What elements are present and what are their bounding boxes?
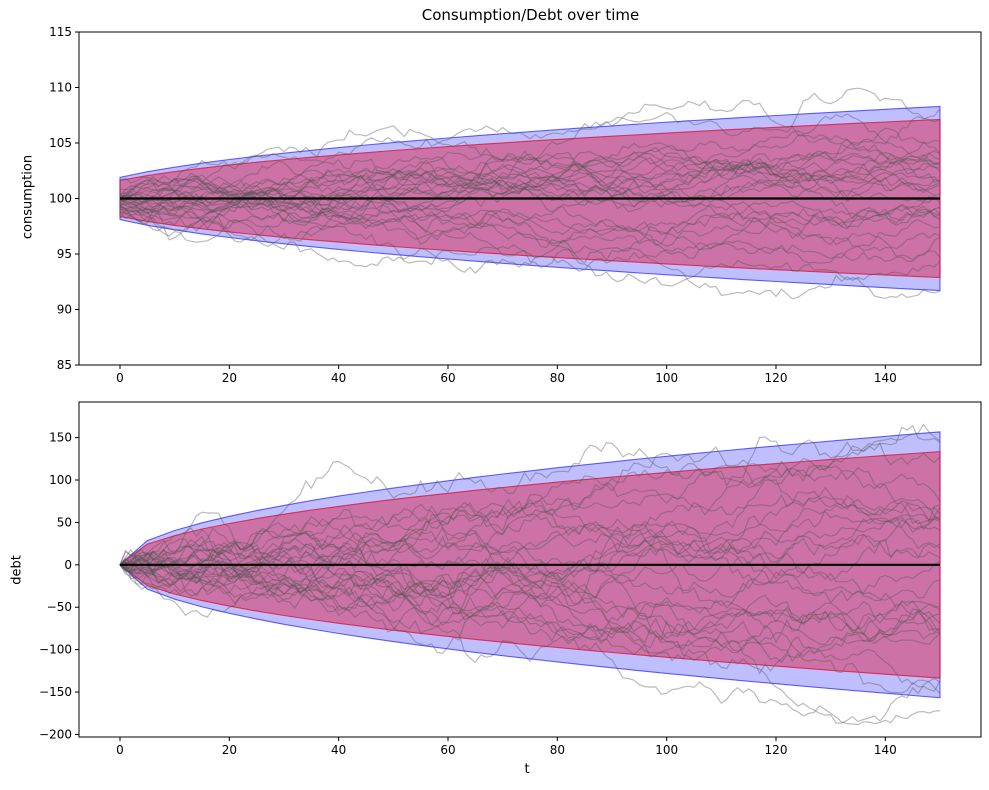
consumption-sample-path [119, 157, 941, 226]
consumption-y-tick-label: 85 [57, 358, 72, 372]
debt-sample-path [119, 564, 941, 633]
consumption-y-tick-label: 100 [49, 192, 72, 206]
consumption-sample-path [119, 150, 941, 223]
debt-y-tick-label: 100 [49, 473, 72, 487]
consumption-sample-path [119, 158, 941, 220]
consumption-x-tick-label: 0 [116, 371, 124, 385]
consumption-sample-path [119, 157, 941, 220]
consumption-sample-path [119, 206, 941, 241]
debt-sample-path [119, 479, 941, 597]
debt-sample-path [119, 486, 941, 571]
y-axis-label-debt: debt [9, 555, 25, 585]
consumption-sample-path [119, 113, 941, 208]
consumption-x-tick-label: 120 [765, 371, 788, 385]
debt-x-tick-label: 140 [874, 743, 897, 757]
consumption-y-tick-label: 90 [57, 303, 72, 317]
consumption-sample-path [119, 162, 941, 213]
debt-sample-path [119, 511, 941, 610]
consumption-sample-path [119, 162, 941, 215]
debt-sample-path [119, 528, 941, 604]
debt-sample-path [119, 552, 941, 658]
consumption-x-tick-label: 80 [550, 371, 565, 385]
debt-sample-path [119, 423, 941, 569]
debt-sample-path [119, 564, 941, 658]
consumption-sample-path [119, 108, 941, 229]
consumption-sample-path [119, 178, 941, 247]
consumption-y-tick-label: 115 [49, 25, 72, 39]
consumption-sample-path [119, 182, 941, 227]
debt-sample-path [119, 505, 941, 663]
debt-x-tick-label: 60 [440, 743, 455, 757]
debt-x-tick-label: 40 [331, 743, 346, 757]
x-axis-label: t [524, 762, 530, 777]
debt-sample-path [119, 560, 941, 621]
debt-sample-path [119, 559, 941, 694]
debt-sample-path [120, 506, 941, 607]
debt-sample-path [119, 548, 941, 656]
consumption-x-tick-label: 40 [331, 371, 346, 385]
consumption-sample-path [119, 152, 941, 220]
consumption-sample-path [119, 143, 941, 211]
debt-sample-path [119, 460, 941, 580]
debt-sample-path [119, 424, 941, 566]
debt-x-tick-label: 20 [222, 743, 237, 757]
debt-sample-path [119, 549, 941, 645]
debt-sample-path [119, 559, 941, 695]
consumption-sample-path [119, 189, 941, 249]
debt-y-tick-label: 50 [57, 515, 72, 529]
debt-sample-path [119, 537, 941, 724]
consumption-sample-path [119, 150, 941, 194]
debt-x-tick-label: 120 [765, 743, 788, 757]
consumption-sample-path [119, 169, 941, 233]
consumption-sample-path [119, 194, 941, 251]
debt-sample-path [119, 535, 941, 640]
consumption-sample-path [119, 127, 941, 212]
debt-sample-path [119, 564, 941, 637]
consumption-y-tick-label: 105 [49, 136, 72, 150]
debt-plot-area [119, 423, 941, 726]
figure-title: Consumption/Debt over time [421, 6, 640, 24]
consumption-plot-area [119, 87, 941, 300]
consumption-y-tick-label: 95 [57, 247, 72, 261]
consumption-sample-path [119, 202, 941, 274]
consumption-sample-path [119, 198, 941, 269]
debt-x-tick-label: 80 [550, 743, 565, 757]
debt-x-tick-label: 100 [655, 743, 678, 757]
consumption-x-tick-label: 20 [222, 371, 237, 385]
consumption-x-tick-label: 100 [655, 371, 678, 385]
debt-y-tick-label: 150 [49, 431, 72, 445]
debt-sample-path [119, 436, 941, 570]
consumption-sample-path [119, 205, 941, 300]
consumption-sample-path [119, 190, 941, 299]
consumption-sample-path [119, 140, 941, 205]
consumption-sample-path [119, 155, 941, 211]
debt-y-tick-label: −50 [47, 600, 72, 614]
debt-axes-frame [78, 401, 982, 738]
debt-sample-path [119, 446, 941, 582]
debt-sample-path [119, 519, 941, 616]
consumption-x-tick-label: 60 [440, 371, 455, 385]
consumption-sample-path [119, 87, 941, 205]
debt-y-tick-label: 0 [64, 558, 72, 572]
debt-sample-path [119, 516, 941, 579]
consumption-x-tick-label: 140 [874, 371, 897, 385]
debt-y-tick-label: −150 [39, 685, 72, 699]
debt-y-tick-label: −200 [39, 727, 72, 741]
consumption-sample-path [119, 147, 941, 207]
debt-sample-path [119, 504, 941, 599]
y-axis-label-consumption: consumption [20, 154, 36, 240]
consumption-sample-path [119, 156, 941, 200]
debt-sample-path [119, 501, 941, 583]
consumption-y-tick-label: 110 [49, 81, 72, 95]
debt-sample-path [119, 529, 941, 633]
debt-x-tick-label: 0 [116, 743, 124, 757]
consumption-sample-path [119, 196, 941, 264]
debt-sample-path [119, 491, 941, 586]
debt-y-tick-label: −100 [39, 643, 72, 657]
